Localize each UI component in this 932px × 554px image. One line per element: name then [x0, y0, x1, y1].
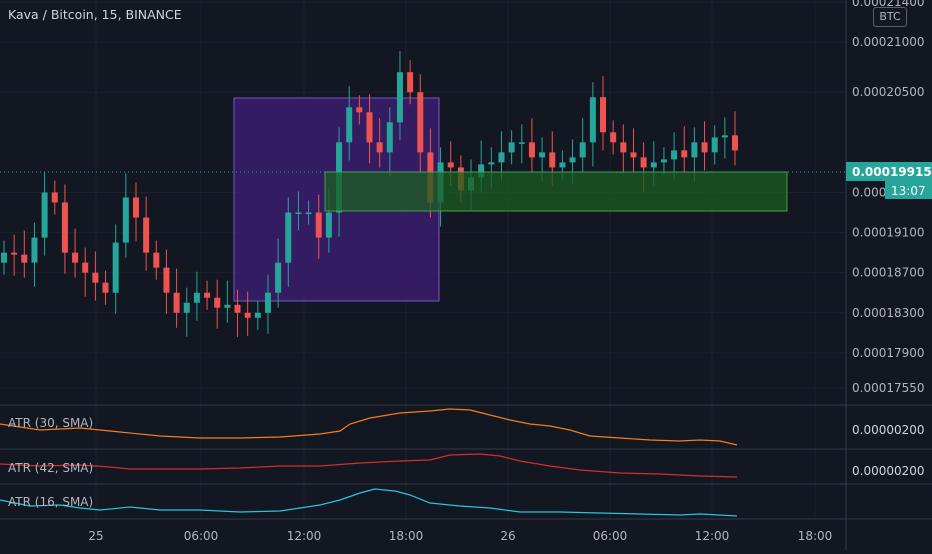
atr-42-label: ATR (42, SMA)	[8, 461, 94, 475]
candle	[305, 200, 312, 225]
candle	[173, 268, 180, 328]
green-zone[interactable]	[324, 171, 788, 212]
candle	[82, 247, 89, 297]
atr-42-value: 0.00000200	[852, 464, 925, 478]
candle	[356, 95, 363, 125]
candle	[396, 51, 403, 141]
candle	[193, 271, 200, 321]
countdown-tag	[885, 181, 932, 199]
candle	[61, 184, 68, 274]
candle	[275, 238, 282, 308]
time-tick-label: 06:00	[593, 529, 628, 543]
candle	[122, 173, 129, 258]
currency-badge[interactable]: BTC	[873, 7, 907, 27]
candle	[610, 120, 617, 155]
time-tick-label: 12:00	[695, 529, 730, 543]
price-tick-label: 0.00018700	[852, 266, 925, 280]
candle	[600, 76, 607, 151]
candle	[234, 289, 241, 337]
candle	[417, 74, 424, 174]
candle	[630, 128, 637, 173]
atr-30-value: 0.00000200	[852, 423, 925, 437]
candle	[376, 118, 383, 168]
candle	[72, 228, 79, 278]
candle	[183, 287, 190, 337]
candle	[244, 291, 251, 336]
candle	[102, 270, 109, 305]
current-price-label: 0.00019915	[852, 165, 932, 179]
candle	[11, 234, 18, 276]
candle	[295, 191, 302, 231]
candle	[407, 60, 414, 105]
price-tick-label: 0.00017900	[852, 346, 925, 360]
candle	[31, 222, 38, 287]
time-tick-label: 25	[88, 529, 103, 543]
candle	[579, 118, 586, 173]
price-tick-label: 0.00017550	[852, 381, 925, 395]
atr-30-label: ATR (30, SMA)	[8, 416, 94, 430]
candle	[711, 125, 718, 165]
candle	[112, 224, 119, 314]
price-tick-label: 0.00021000	[852, 35, 925, 49]
candle	[92, 251, 99, 301]
candle	[21, 230, 28, 278]
atr-30-line	[0, 408, 738, 446]
candle	[589, 82, 596, 167]
candle	[528, 118, 535, 173]
candle	[163, 249, 170, 314]
candle	[721, 117, 728, 159]
candle	[285, 197, 292, 287]
candle	[732, 111, 738, 166]
candle	[132, 182, 139, 242]
time-tick-label: 18:00	[798, 529, 833, 543]
candle	[518, 124, 525, 164]
time-tick-label: 12:00	[287, 529, 322, 543]
candle	[204, 280, 211, 310]
candle	[386, 107, 393, 177]
time-tick-label: 18:00	[389, 529, 424, 543]
time-tick-label: 26	[500, 529, 515, 543]
atr-16-label: ATR (16, SMA)	[8, 495, 94, 509]
candle	[315, 194, 322, 259]
candle	[620, 124, 627, 174]
candle	[508, 130, 515, 165]
candle	[1, 240, 7, 275]
countdown-label: 13:07	[891, 184, 926, 198]
time-axis[interactable]: 25 06:00 12:00 18:00 26 06:00 12:00 18:00	[88, 529, 832, 543]
time-tick-label: 06:00	[184, 529, 219, 543]
candle	[681, 126, 688, 173]
candle	[143, 196, 150, 271]
price-tick-label: 0.00019100	[852, 226, 925, 240]
price-tick-label: 0.00021400	[852, 0, 925, 9]
candle	[254, 300, 261, 330]
candle	[224, 280, 231, 323]
candle	[41, 171, 48, 256]
candle	[366, 94, 373, 164]
candle	[346, 86, 353, 161]
price-tick-label: 0.00018300	[852, 306, 925, 320]
candlestick-series[interactable]	[1, 51, 738, 337]
price-axis[interactable]: 0.000214000.000210000.000205000.00019500…	[852, 0, 925, 395]
candle	[153, 240, 160, 280]
candle	[264, 274, 271, 334]
candle	[214, 279, 221, 329]
candle	[701, 121, 708, 171]
current-price-tag	[846, 162, 932, 181]
price-tick-label: 0.00020500	[852, 85, 925, 99]
atr-16-line	[0, 488, 738, 517]
candle	[660, 147, 667, 175]
candle	[51, 180, 58, 215]
chart-title: Kava / Bitcoin, 15, BINANCE	[8, 7, 182, 22]
atr-42-line	[0, 453, 738, 478]
